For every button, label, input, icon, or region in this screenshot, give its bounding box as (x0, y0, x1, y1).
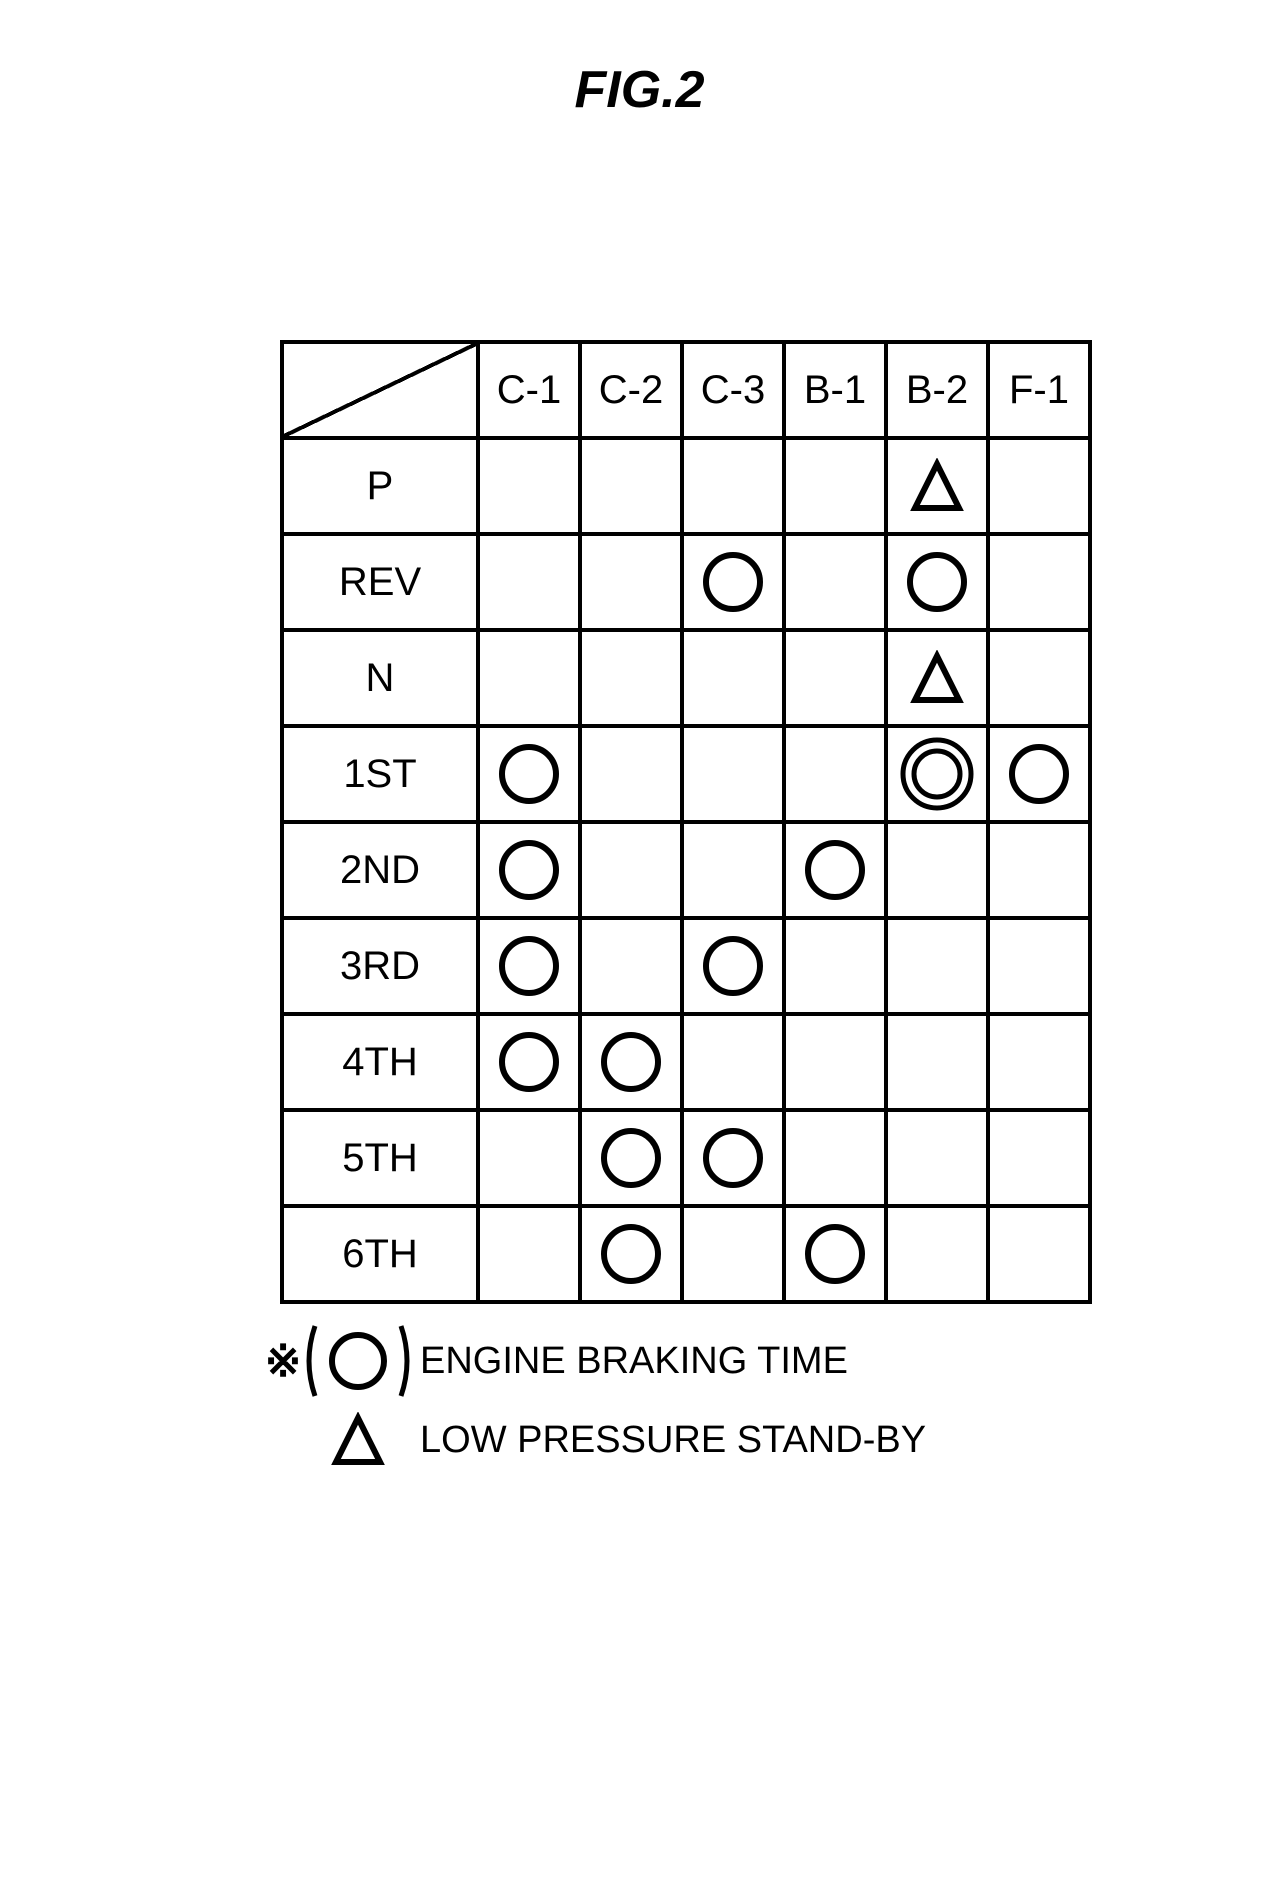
column-header: C-1 (478, 342, 580, 438)
table-cell (682, 1014, 784, 1110)
table-corner-cell (282, 342, 478, 438)
table-cell (784, 630, 886, 726)
table-cell (580, 726, 682, 822)
row-label: P (282, 438, 478, 534)
table-cell (580, 438, 682, 534)
double-circle-paren-icon (301, 1322, 415, 1400)
column-header: B-1 (784, 342, 886, 438)
legend-glyph-double-circle: ※ (280, 1322, 400, 1400)
table-cell (988, 822, 1090, 918)
table-cell (478, 918, 580, 1014)
table-cell (784, 1014, 886, 1110)
table-cell (784, 1110, 886, 1206)
legend: ※ ENGINE BRAKING TIME LOW PRESSURE STAND… (280, 1322, 1199, 1468)
legend-text: ENGINE BRAKING TIME (420, 1340, 848, 1383)
table-cell (478, 630, 580, 726)
table-cell (988, 630, 1090, 726)
table-cell (784, 726, 886, 822)
column-header: C-3 (682, 342, 784, 438)
table-cell (580, 1014, 682, 1110)
table-cell (580, 630, 682, 726)
row-label: 3RD (282, 918, 478, 1014)
table-cell (478, 726, 580, 822)
table-cell (478, 1110, 580, 1206)
legend-row: LOW PRESSURE STAND-BY (280, 1412, 1199, 1468)
table-cell (988, 1110, 1090, 1206)
table-cell (784, 438, 886, 534)
legend-glyph-triangle (280, 1412, 400, 1468)
table-cell (478, 438, 580, 534)
row-label: 4TH (282, 1014, 478, 1110)
table-cell (886, 534, 988, 630)
table-cell (682, 1110, 784, 1206)
table-cell (580, 534, 682, 630)
table-cell (988, 918, 1090, 1014)
table-cell (784, 534, 886, 630)
table-cell (682, 438, 784, 534)
row-label: 6TH (282, 1206, 478, 1302)
table-cell (682, 822, 784, 918)
table-cell (478, 1206, 580, 1302)
table-cell (886, 1206, 988, 1302)
row-label: N (282, 630, 478, 726)
engagement-table-wrap: C-1C-2C-3B-1B-2F-1 PREVN1ST2ND3RD4TH5TH6T… (280, 340, 1199, 1304)
triangle-icon (330, 1412, 386, 1468)
table-cell (886, 918, 988, 1014)
row-label: 2ND (282, 822, 478, 918)
legend-star-icon: ※ (265, 1336, 302, 1387)
table-cell (886, 630, 988, 726)
legend-text: LOW PRESSURE STAND-BY (420, 1419, 926, 1462)
column-header: F-1 (988, 342, 1090, 438)
table-cell (784, 918, 886, 1014)
table-cell (784, 822, 886, 918)
table-cell (682, 534, 784, 630)
table-cell (580, 822, 682, 918)
column-header: C-2 (580, 342, 682, 438)
legend-row: ※ ENGINE BRAKING TIME (280, 1322, 1199, 1400)
table-cell (580, 1206, 682, 1302)
table-cell (988, 726, 1090, 822)
row-label: 1ST (282, 726, 478, 822)
table-cell (988, 534, 1090, 630)
table-cell (682, 1206, 784, 1302)
table-cell (682, 918, 784, 1014)
table-cell (886, 822, 988, 918)
table-cell (784, 1206, 886, 1302)
table-cell (886, 1014, 988, 1110)
table-cell (988, 1206, 1090, 1302)
table-cell (988, 1014, 1090, 1110)
engagement-table: C-1C-2C-3B-1B-2F-1 PREVN1ST2ND3RD4TH5TH6T… (280, 340, 1092, 1304)
table-cell (580, 918, 682, 1014)
figure-title: FIG.2 (80, 60, 1199, 120)
table-cell (886, 438, 988, 534)
row-label: 5TH (282, 1110, 478, 1206)
table-cell (886, 1110, 988, 1206)
table-cell (682, 630, 784, 726)
table-cell (478, 1014, 580, 1110)
table-cell (478, 534, 580, 630)
table-cell (988, 438, 1090, 534)
table-cell (478, 822, 580, 918)
row-label: REV (282, 534, 478, 630)
column-header: B-2 (886, 342, 988, 438)
table-cell (580, 1110, 682, 1206)
table-cell (886, 726, 988, 822)
table-cell (682, 726, 784, 822)
